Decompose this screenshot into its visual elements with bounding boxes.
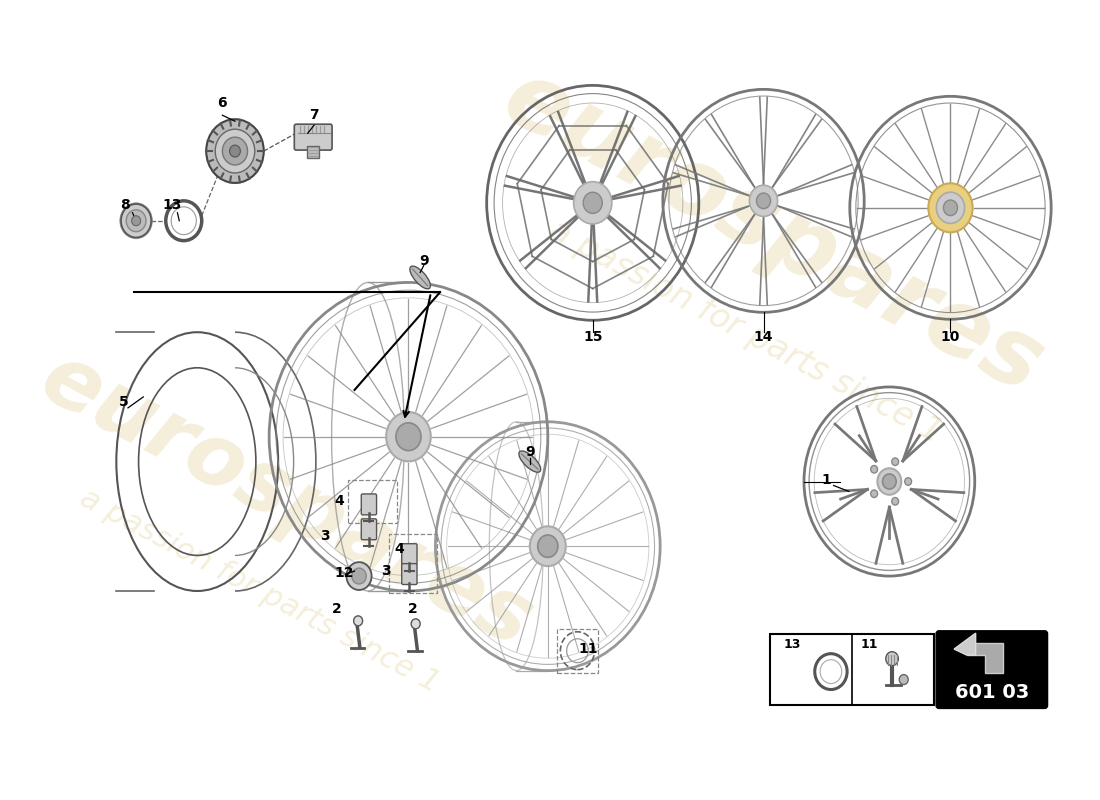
Circle shape: [216, 129, 255, 173]
Ellipse shape: [519, 451, 541, 472]
Polygon shape: [967, 643, 1002, 673]
Text: 601 03: 601 03: [955, 683, 1028, 702]
Circle shape: [396, 423, 421, 450]
Polygon shape: [954, 633, 976, 655]
Text: 9: 9: [419, 254, 429, 267]
Circle shape: [172, 207, 196, 234]
Text: 14: 14: [754, 330, 773, 344]
Text: 4: 4: [395, 542, 405, 556]
Text: 13: 13: [163, 198, 182, 212]
Text: 5: 5: [119, 395, 129, 409]
Circle shape: [878, 468, 901, 494]
Text: eurospares: eurospares: [28, 337, 547, 666]
Text: 6: 6: [218, 96, 228, 110]
Ellipse shape: [410, 266, 430, 289]
Circle shape: [749, 186, 778, 217]
Text: 7: 7: [309, 108, 319, 122]
Circle shape: [886, 652, 899, 666]
Circle shape: [411, 619, 420, 629]
Text: 9: 9: [525, 445, 535, 458]
Circle shape: [757, 193, 771, 209]
Text: 15: 15: [583, 330, 603, 344]
Circle shape: [899, 674, 909, 685]
Circle shape: [882, 474, 896, 489]
Circle shape: [126, 210, 146, 232]
Circle shape: [386, 412, 431, 462]
FancyBboxPatch shape: [361, 494, 376, 515]
Circle shape: [132, 216, 141, 226]
Circle shape: [538, 535, 558, 558]
Circle shape: [904, 478, 912, 486]
Circle shape: [206, 119, 264, 183]
Circle shape: [166, 201, 201, 241]
Circle shape: [353, 616, 363, 626]
Circle shape: [573, 182, 612, 224]
Circle shape: [871, 466, 878, 473]
Text: 8: 8: [120, 198, 130, 212]
FancyBboxPatch shape: [361, 519, 376, 540]
Text: 3: 3: [320, 530, 330, 543]
Circle shape: [530, 526, 565, 566]
Circle shape: [346, 562, 372, 590]
Circle shape: [583, 192, 603, 214]
Text: 3: 3: [382, 564, 390, 578]
Text: 10: 10: [940, 330, 960, 344]
Circle shape: [222, 137, 248, 165]
Circle shape: [121, 204, 152, 238]
Circle shape: [892, 458, 899, 466]
Text: eurospares: eurospares: [487, 52, 1058, 414]
Circle shape: [936, 192, 965, 223]
Bar: [770, 634, 934, 706]
FancyBboxPatch shape: [295, 124, 332, 150]
Circle shape: [944, 200, 957, 216]
FancyBboxPatch shape: [936, 631, 1047, 709]
Text: a passion for parts since 1: a passion for parts since 1: [76, 484, 444, 698]
Circle shape: [871, 490, 878, 498]
Text: a passion for parts since 1: a passion for parts since 1: [543, 214, 948, 450]
Circle shape: [352, 568, 366, 584]
Bar: [557, 629, 598, 673]
Text: 1: 1: [822, 473, 832, 486]
Circle shape: [815, 654, 847, 690]
Circle shape: [928, 183, 972, 232]
Text: 12: 12: [334, 566, 353, 580]
Bar: [307, 146, 319, 158]
Text: 13: 13: [783, 638, 801, 650]
Circle shape: [892, 498, 899, 505]
Circle shape: [821, 660, 842, 683]
FancyBboxPatch shape: [402, 544, 417, 565]
Text: 2: 2: [408, 602, 418, 616]
Text: 2: 2: [332, 602, 341, 616]
Text: 4: 4: [334, 494, 344, 509]
Circle shape: [230, 145, 241, 157]
Text: 11: 11: [579, 642, 598, 656]
Text: 11: 11: [860, 638, 878, 650]
FancyBboxPatch shape: [402, 564, 417, 585]
